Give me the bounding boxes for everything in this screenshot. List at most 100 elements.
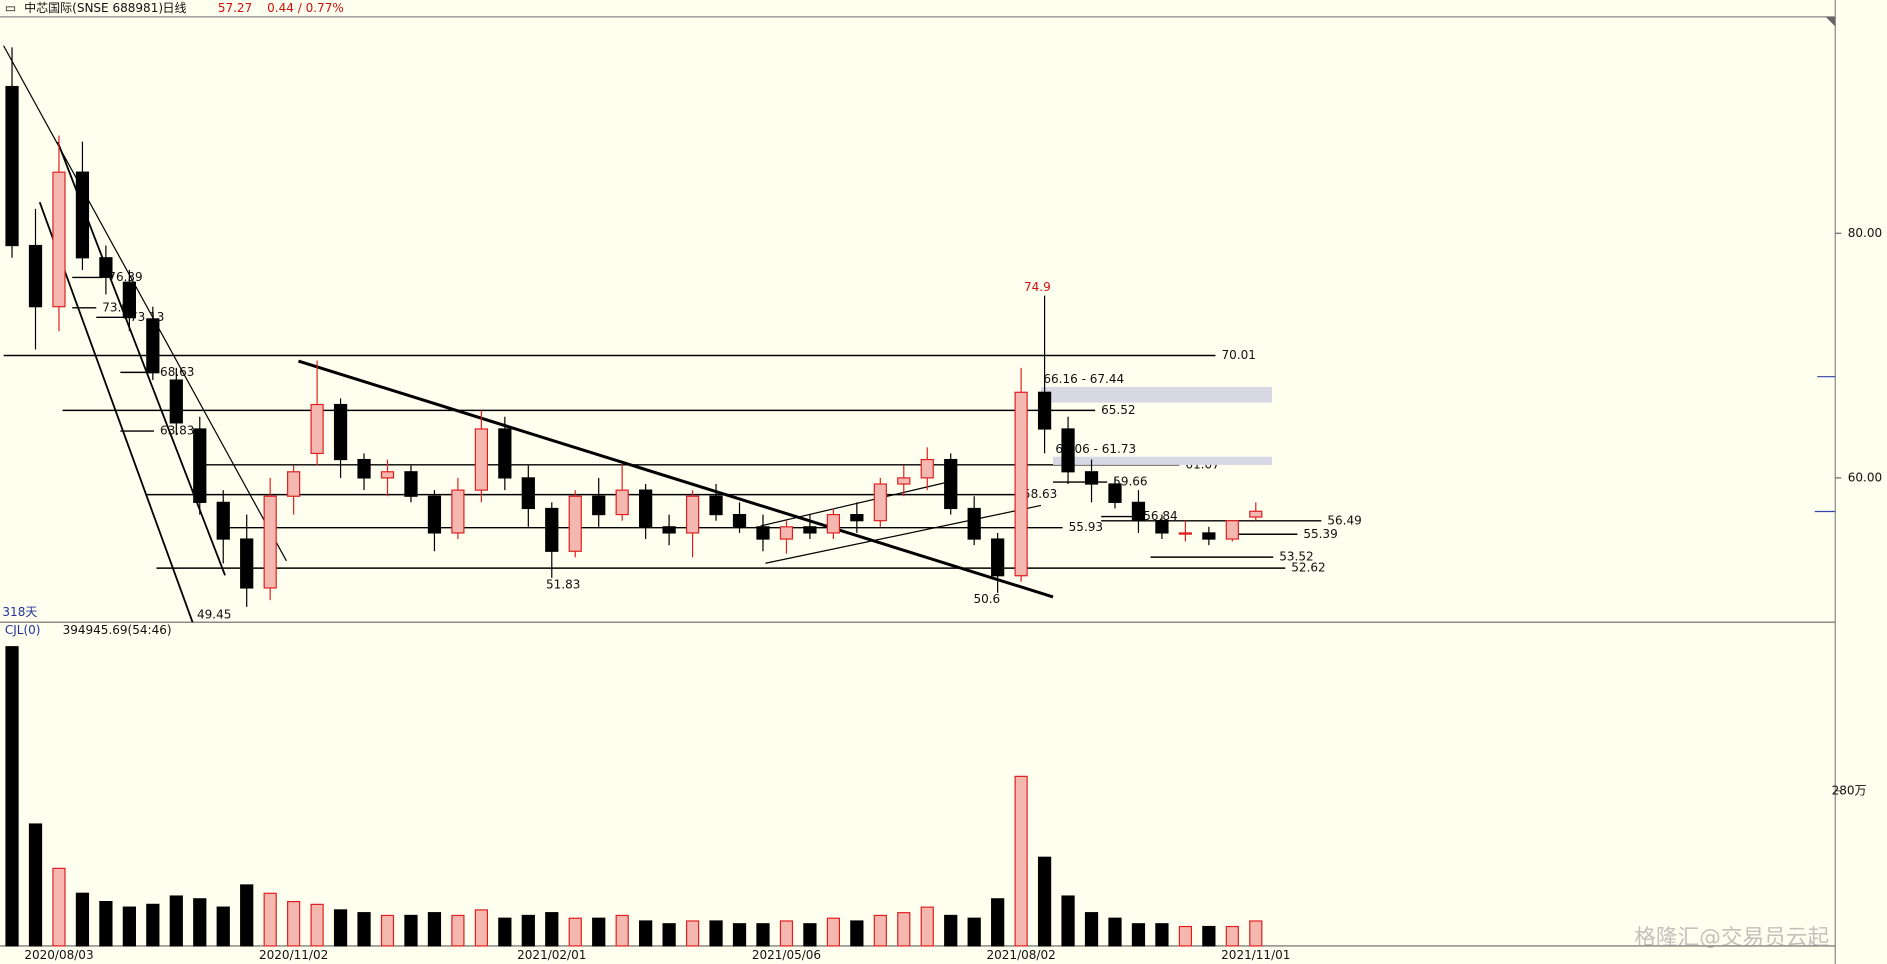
candle-body — [1061, 428, 1075, 473]
level-label: 55.39 — [1303, 527, 1337, 541]
volume-bar — [1084, 912, 1099, 947]
level-label: 58.63 — [1023, 487, 1057, 501]
volume-bar — [28, 823, 43, 947]
volume-bar — [1178, 925, 1193, 947]
volume-bar — [1249, 920, 1263, 947]
y-tick-label: 80.00 — [1848, 226, 1882, 240]
zone — [1053, 456, 1273, 465]
extreme-label: 51.83 — [546, 577, 580, 591]
zone-label: 66.16 - 67.44 — [1043, 372, 1124, 386]
candle-body — [1178, 532, 1193, 535]
volume-bar — [1155, 923, 1169, 947]
candle-body — [427, 495, 442, 534]
extreme-label: 49.45 — [197, 607, 231, 621]
candle-body — [169, 379, 183, 424]
candle-body — [732, 513, 747, 528]
candle-body — [1155, 520, 1169, 534]
volume-bar — [263, 892, 277, 947]
indicator-name[interactable]: CJL(0) — [5, 623, 41, 637]
candle-body — [592, 495, 606, 516]
volume-bar — [639, 920, 653, 947]
volume-bar — [122, 906, 136, 947]
volume-bar — [240, 884, 254, 947]
level-label: 56.84 — [1143, 509, 1177, 523]
price-change: 0.44 / 0.77% — [267, 1, 344, 15]
candle-body — [662, 526, 676, 534]
candle-body — [1108, 483, 1122, 503]
volume-bar — [498, 917, 512, 947]
x-tick-label: 2020/11/02 — [259, 948, 328, 962]
volume-bar — [568, 917, 582, 947]
volume-bar — [216, 906, 230, 947]
candle-body — [75, 171, 90, 259]
candle-body — [897, 477, 911, 485]
candle-body — [779, 526, 794, 540]
volume-bar — [52, 867, 66, 947]
candle-body — [756, 526, 770, 540]
extreme-label: 74.9 — [1024, 280, 1051, 294]
x-tick-label: 2021/08/02 — [986, 948, 1055, 962]
volume-bar — [873, 914, 887, 947]
candle-body — [28, 244, 43, 308]
last-price: 57.27 — [218, 1, 252, 15]
x-tick-label: 2021/11/01 — [1221, 948, 1290, 962]
x-tick-label: 2021/02/01 — [517, 948, 586, 962]
volume-bar — [756, 923, 770, 947]
volume-bar — [1202, 925, 1216, 947]
candle-body — [920, 458, 934, 479]
volume-bar — [99, 900, 113, 947]
zone-label: 61.06 - 61.73 — [1055, 442, 1136, 456]
volume-bar — [897, 912, 911, 947]
candle-body — [193, 428, 207, 503]
extreme-label: 50.6 — [973, 592, 1000, 606]
volume-bar — [685, 920, 700, 947]
icon[interactable]: ▭ — [5, 1, 16, 15]
volume-bar — [427, 912, 442, 947]
stock-title[interactable]: 中芯国际(SNSE 688981) — [24, 0, 163, 15]
volume-bar — [380, 914, 395, 947]
volume-bar — [75, 892, 90, 947]
candle-body — [967, 507, 981, 540]
volume-bar — [474, 909, 488, 947]
level-label: 56.49 — [1327, 513, 1361, 527]
span-label: 318天 — [2, 605, 37, 619]
watermark: 格隆汇@交易员云起 — [1634, 926, 1829, 951]
candle-body — [146, 318, 160, 374]
volume-bar — [615, 914, 629, 947]
candle-body — [685, 495, 700, 534]
level-label: 55.93 — [1069, 520, 1103, 534]
level-label: 53.52 — [1279, 550, 1313, 564]
volume-bar — [779, 920, 794, 947]
candle-body — [1014, 391, 1028, 577]
volume-bar — [1131, 923, 1146, 947]
candle-body — [615, 489, 629, 516]
level-label: 52.62 — [1291, 561, 1325, 575]
candle-body — [52, 171, 66, 308]
corner-marker — [1825, 16, 1836, 27]
volume-bar — [169, 895, 183, 947]
zone — [1040, 386, 1273, 403]
candle-body — [944, 458, 958, 510]
volume-bar — [826, 917, 841, 947]
level-label: 63.83 — [160, 424, 194, 438]
volume-bar — [991, 898, 1005, 947]
volume-bar — [404, 914, 418, 947]
volume-bar — [920, 906, 934, 947]
candle-body — [1084, 471, 1099, 485]
volume-bar — [662, 923, 676, 947]
volume-bar — [1014, 775, 1028, 947]
candle-body — [333, 403, 348, 461]
candle-body — [451, 489, 465, 534]
period-selector[interactable]: 日线 — [162, 1, 186, 15]
candle-body — [521, 477, 535, 510]
candle-body — [568, 495, 582, 552]
volume-bar — [967, 917, 981, 947]
candle-body — [357, 458, 371, 479]
candle-body — [850, 513, 864, 522]
candle-body — [240, 538, 254, 589]
volume-bar — [803, 923, 817, 947]
volume-bar — [709, 920, 723, 947]
volume-bar — [1061, 895, 1075, 947]
